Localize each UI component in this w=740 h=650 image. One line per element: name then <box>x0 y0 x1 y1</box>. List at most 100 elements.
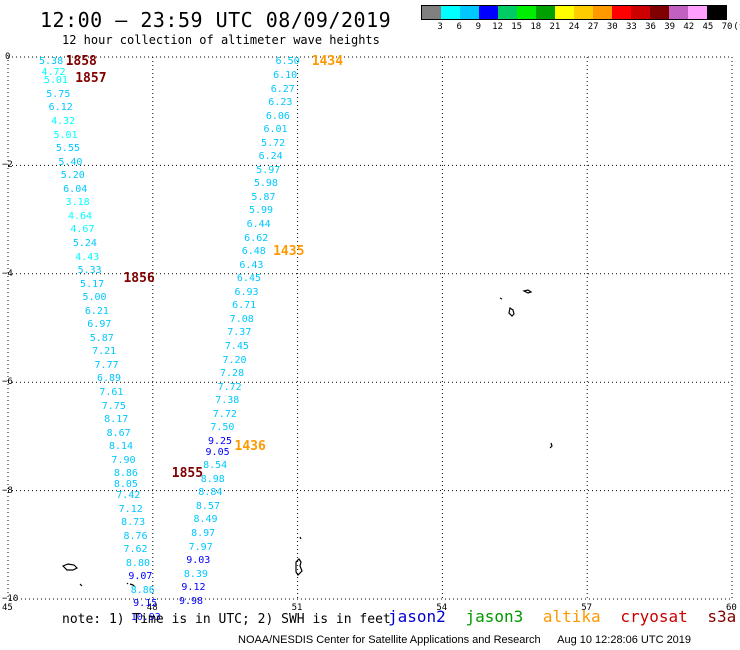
wave-height-value: 5.38 <box>39 56 64 68</box>
wave-height-value: 9.15 <box>133 598 158 610</box>
legend-label: 30 <box>606 22 618 32</box>
wave-height-value: 9.05 <box>205 446 230 458</box>
lat-tick-label: −10 <box>2 594 19 604</box>
wave-height-value: 8.39 <box>183 568 208 580</box>
wave-height-value: 6.62 <box>244 232 269 244</box>
wave-height-value: 8.05 <box>113 479 138 491</box>
wave-height-value: 8.14 <box>109 441 134 453</box>
wave-height-value: 8.17 <box>104 414 129 426</box>
legend-label: 12 <box>492 22 503 32</box>
wave-height-value: 5.33 <box>77 265 102 277</box>
wave-height-value: 6.21 <box>84 305 109 317</box>
sat-jason2: jason2 <box>388 607 446 626</box>
wave-height-value: 5.01 <box>53 129 78 141</box>
wave-height-value: 7.08 <box>229 313 254 325</box>
legend-label: 42 <box>683 22 695 32</box>
lon-tick-label: 51 <box>291 603 303 613</box>
wave-height-value: 10.93 <box>130 611 161 623</box>
wave-height-value: 6.93 <box>234 286 259 298</box>
lon-tick-label: 60 <box>726 603 737 613</box>
lat-tick-label: −8 <box>2 485 13 496</box>
wave-height-value: 8.97 <box>191 527 216 539</box>
wave-height-value: 6.10 <box>273 69 298 81</box>
lon-tick-label: 54 <box>436 603 448 613</box>
sat-altika: altika <box>542 607 601 626</box>
legend-label: 21 <box>549 22 561 32</box>
wave-height-value: 6.24 <box>258 151 283 163</box>
wave-height-value: 7.90 <box>111 454 136 466</box>
wave-height-value: 8.73 <box>121 517 146 529</box>
legend-swatch <box>574 6 593 19</box>
lon-tick-label: 48 <box>146 603 158 613</box>
wave-height-value: 6.89 <box>96 373 122 385</box>
legend-label: 45 <box>702 22 714 32</box>
pass-time-label: 1858 <box>65 54 97 70</box>
wave-height-value: 5.01 <box>43 75 68 87</box>
wave-height-value: 5.72 <box>261 137 286 149</box>
wave-height-value: 4.72 <box>41 67 66 79</box>
wave-height-value: 6.97 <box>87 319 112 331</box>
wave-height-value: 8.49 <box>193 514 218 526</box>
wave-height-value: 9.98 <box>179 595 204 607</box>
wave-height-value: 7.42 <box>116 490 141 502</box>
wave-height-value: 5.99 <box>248 205 274 217</box>
lon-tick-label: 45 <box>2 603 13 613</box>
wave-height-value: 6.23 <box>268 97 293 109</box>
color-scale-legend <box>421 5 727 20</box>
wave-height-value: 7.75 <box>101 400 126 412</box>
wave-height-value: 8.98 <box>200 473 225 485</box>
legend-label: (ft) <box>733 22 740 32</box>
legend-swatch <box>688 6 707 19</box>
island-madagascar-north-coast <box>61 563 83 587</box>
wave-height-value: 6.06 <box>265 110 290 122</box>
satellite-legend: jason2 jason3 altika cryosat s3a <box>388 607 740 626</box>
lat-tick-label: −6 <box>2 377 13 388</box>
wave-height-value: 7.72 <box>217 381 242 393</box>
map-grid <box>7 56 733 600</box>
legend-swatch <box>498 6 517 19</box>
legend-swatch <box>593 6 612 19</box>
wave-height-value: 5.97 <box>256 164 281 176</box>
island-mayotte <box>126 582 136 588</box>
wave-height-value: 4.64 <box>67 210 93 222</box>
wave-height-value: 6.43 <box>239 259 264 271</box>
legend-swatch <box>612 6 631 19</box>
wave-height-value: 9.03 <box>186 555 211 567</box>
wave-height-value: 7.50 <box>210 422 235 434</box>
wave-height-value: 4.32 <box>51 116 76 128</box>
legend-swatch <box>631 6 650 19</box>
pass-time-label: 1436 <box>234 439 266 455</box>
footer-credit: NOAA/NESDIS Center for Satellite Applica… <box>238 634 705 646</box>
wave-height-value: 5.87 <box>89 332 114 344</box>
wave-height-value: 3.18 <box>65 197 90 209</box>
wave-height-value: 7.12 <box>118 503 143 515</box>
legend-label: 39 <box>664 22 676 32</box>
lon-tick-label: 57 <box>581 603 593 613</box>
legend-swatch <box>460 6 479 19</box>
wave-height-value: 6.04 <box>63 183 88 195</box>
legend-swatch <box>536 6 555 19</box>
legend-label: 15 <box>511 22 523 32</box>
note-text: note: 1) Time is in UTC; 2) SWH is in fe… <box>62 612 391 627</box>
wave-height-value: 9.12 <box>181 582 206 594</box>
legend-label: 24 <box>568 22 580 32</box>
wave-height-value: 8.76 <box>123 530 148 542</box>
wave-height-value: 7.21 <box>92 346 117 358</box>
wave-height-value: 5.00 <box>82 292 107 304</box>
wave-height-value: 7.62 <box>123 544 148 556</box>
legend-label: 18 <box>530 22 542 32</box>
island-agalega <box>549 442 553 449</box>
wave-height-value: 9.07 <box>128 571 153 583</box>
coastline <box>61 289 553 588</box>
wave-height-value: 5.98 <box>253 178 278 190</box>
wave-height-value: 7.45 <box>224 340 249 352</box>
pass-time-label: 1856 <box>123 271 155 287</box>
credit-text: NOAA/NESDIS Center for Satellite Applica… <box>238 634 541 646</box>
wave-height-value: 5.17 <box>80 278 105 290</box>
island-seychelles-praslin <box>499 289 533 300</box>
wave-height-value: 7.77 <box>94 359 119 371</box>
page-title: 12:00 – 23:59 UTC 08/09/2019 <box>40 8 392 32</box>
wave-height-value: 8.67 <box>106 427 131 439</box>
sat-jason3: jason3 <box>465 607 524 626</box>
